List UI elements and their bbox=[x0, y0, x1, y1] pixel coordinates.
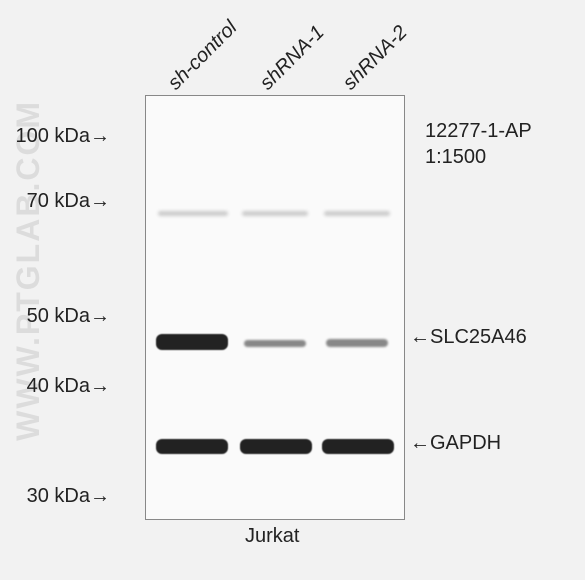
figure-container: WWW.PTGLAB.COM sh-control shRNA-1 shRNA-… bbox=[0, 0, 585, 580]
lane-label-sh-control: sh-control bbox=[164, 17, 242, 95]
bg-band-lane1 bbox=[158, 211, 228, 216]
arrow-right-icon: → bbox=[90, 305, 110, 327]
lane-label-shrna-1: shRNA-1 bbox=[256, 21, 330, 95]
arrow-right-icon: → bbox=[90, 190, 110, 212]
arrow-right-icon: → bbox=[90, 125, 110, 147]
antibody-catalog: 12277-1-AP bbox=[425, 118, 532, 144]
bg-band-lane2 bbox=[242, 211, 308, 216]
mw-100: 100 kDa→ bbox=[0, 125, 110, 148]
antibody-dilution: 1:1500 bbox=[425, 144, 532, 170]
slc25a46-band-lane2 bbox=[244, 340, 306, 347]
bg-band-lane3 bbox=[324, 211, 390, 216]
slc25a46-band-lane1 bbox=[156, 334, 228, 350]
slc25a46-band-lane3 bbox=[326, 339, 388, 347]
target-gapdh: ←GAPDH bbox=[410, 432, 501, 455]
arrow-right-icon: → bbox=[90, 375, 110, 397]
antibody-info: 12277-1-AP 1:1500 bbox=[425, 118, 532, 170]
gapdh-band-lane3 bbox=[322, 439, 394, 454]
cell-line-label: Jurkat bbox=[245, 525, 299, 548]
arrow-right-icon: → bbox=[90, 485, 110, 507]
mw-70: 70 kDa→ bbox=[0, 190, 110, 213]
mw-40: 40 kDa→ bbox=[0, 375, 110, 398]
arrow-left-icon: ← bbox=[410, 432, 430, 454]
gapdh-band-lane2 bbox=[240, 439, 312, 454]
mw-50: 50 kDa→ bbox=[0, 305, 110, 328]
gapdh-band-lane1 bbox=[156, 439, 228, 454]
lane-label-shrna-2: shRNA-2 bbox=[339, 21, 413, 95]
mw-30: 30 kDa→ bbox=[0, 485, 110, 508]
target-slc25a46: ←SLC25A46 bbox=[410, 326, 527, 349]
arrow-left-icon: ← bbox=[410, 326, 430, 348]
blot-membrane bbox=[145, 95, 405, 520]
